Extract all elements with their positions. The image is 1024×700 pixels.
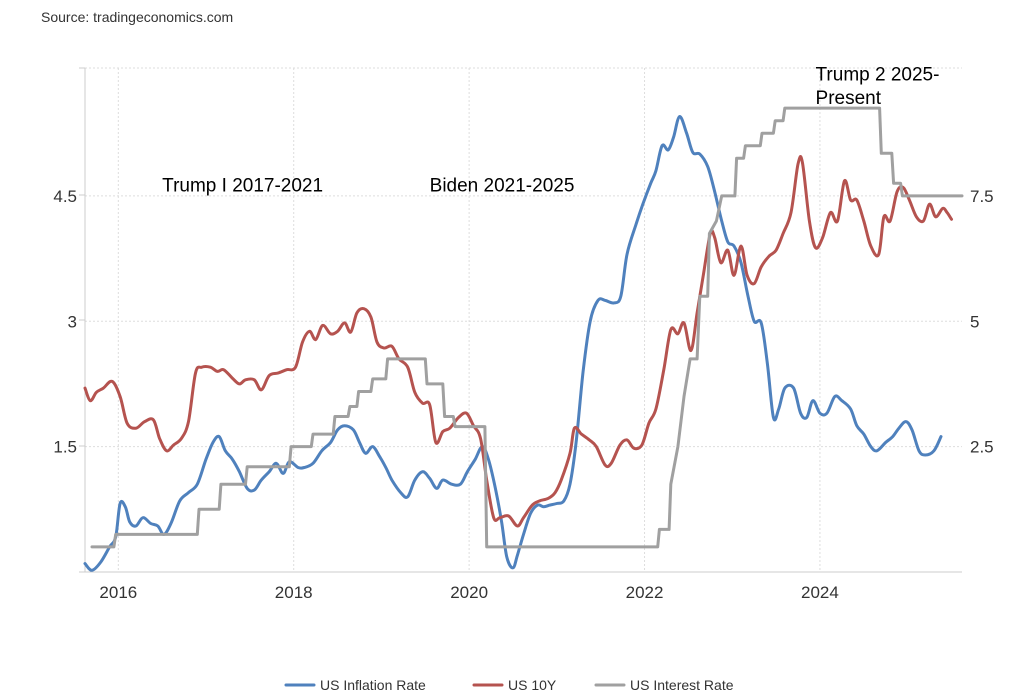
series-lines bbox=[83, 106, 964, 572]
series-line-us-inflation-rate bbox=[83, 115, 943, 572]
x-tick-label-2018: 2018 bbox=[275, 583, 313, 602]
left-tick-label-1.5: 1.5 bbox=[53, 438, 77, 457]
x-tick-label-2020: 2020 bbox=[450, 583, 488, 602]
series-line-us-10y bbox=[83, 155, 953, 528]
axes: 2016 2018 2020 2022 2024 1.5 3 4.5 2.5 5 7.5 bbox=[53, 67, 994, 602]
annotation-3: Present bbox=[816, 88, 882, 109]
legend-label-us-interest-rate: US Interest Rate bbox=[630, 677, 734, 693]
right-tick-label-2.5: 2.5 bbox=[970, 438, 994, 457]
annotations: Trump I 2017-2021 Biden 2021-2025 Trump 2 … bbox=[162, 65, 939, 197]
left-tick-label-3: 3 bbox=[68, 312, 77, 331]
x-tick-label-2024: 2024 bbox=[801, 583, 839, 602]
series-line-us-interest-rate bbox=[90, 106, 964, 549]
legend-label-us-inflation-rate: US Inflation Rate bbox=[320, 677, 426, 693]
right-tick-label-7.5: 7.5 bbox=[970, 187, 994, 206]
right-tick-label-5: 5 bbox=[970, 312, 979, 331]
legend: US Inflation Rate US 10Y US Interest Rate bbox=[284, 677, 734, 693]
annotation-2: Trump 2 2025- bbox=[816, 65, 940, 86]
x-tick-label-2016: 2016 bbox=[99, 583, 137, 602]
annotation-1: Biden 2021-2025 bbox=[430, 176, 575, 197]
source-label: Source: tradingeconomics.com bbox=[41, 9, 234, 25]
gridlines bbox=[85, 67, 962, 572]
x-tick-label-2022: 2022 bbox=[626, 583, 664, 602]
annotation-0: Trump I 2017-2021 bbox=[162, 176, 323, 197]
legend-label-us-10y: US 10Y bbox=[508, 677, 557, 693]
left-tick-label-4.5: 4.5 bbox=[53, 187, 77, 206]
